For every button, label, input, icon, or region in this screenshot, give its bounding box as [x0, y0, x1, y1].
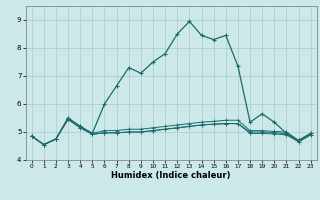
X-axis label: Humidex (Indice chaleur): Humidex (Indice chaleur) — [111, 171, 231, 180]
